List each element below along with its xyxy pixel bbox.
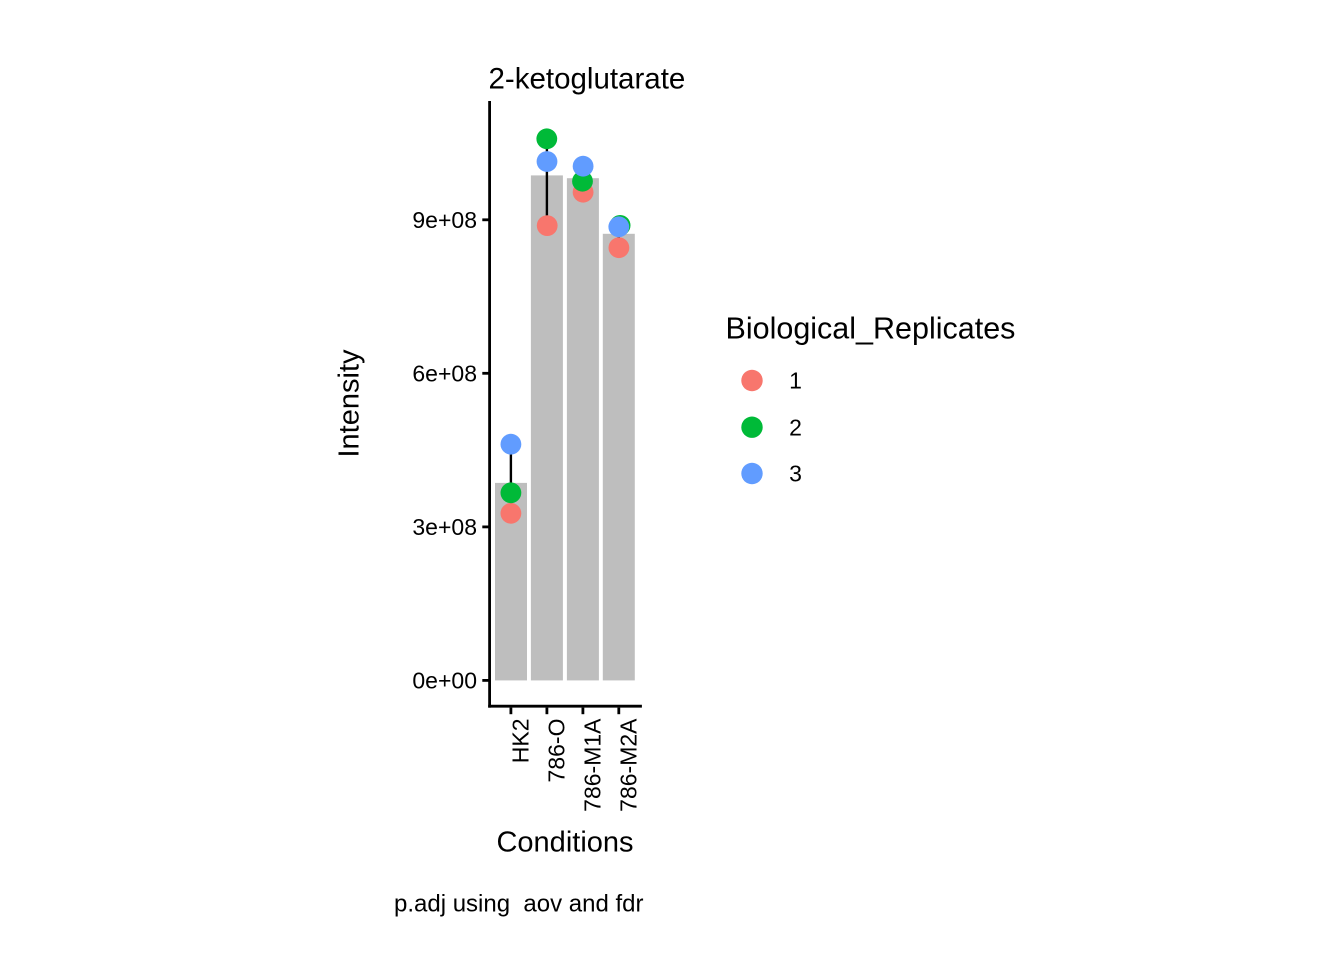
svg-text:9e+08: 9e+08 [412, 207, 477, 233]
svg-text:Intensity: Intensity [334, 349, 366, 457]
svg-text:Biological_Replicates: Biological_Replicates [726, 312, 1016, 346]
svg-text:Conditions: Conditions [496, 826, 633, 858]
svg-text:786-M2A: 786-M2A [615, 718, 641, 812]
svg-text:3: 3 [789, 461, 802, 487]
svg-text:2-ketoglutarate: 2-ketoglutarate [489, 63, 686, 96]
svg-text:3e+08: 3e+08 [412, 514, 477, 540]
svg-text:786-O: 786-O [543, 719, 569, 783]
svg-text:0e+00: 0e+00 [412, 668, 477, 694]
svg-text:786-M1A: 786-M1A [579, 718, 605, 812]
svg-text:1: 1 [789, 368, 802, 394]
svg-text:6e+08: 6e+08 [412, 361, 477, 387]
svg-text:HK2: HK2 [507, 719, 533, 764]
svg-text:p.adj using aov and fdr: p.adj using aov and fdr [394, 891, 644, 918]
svg-text:2: 2 [789, 414, 802, 440]
